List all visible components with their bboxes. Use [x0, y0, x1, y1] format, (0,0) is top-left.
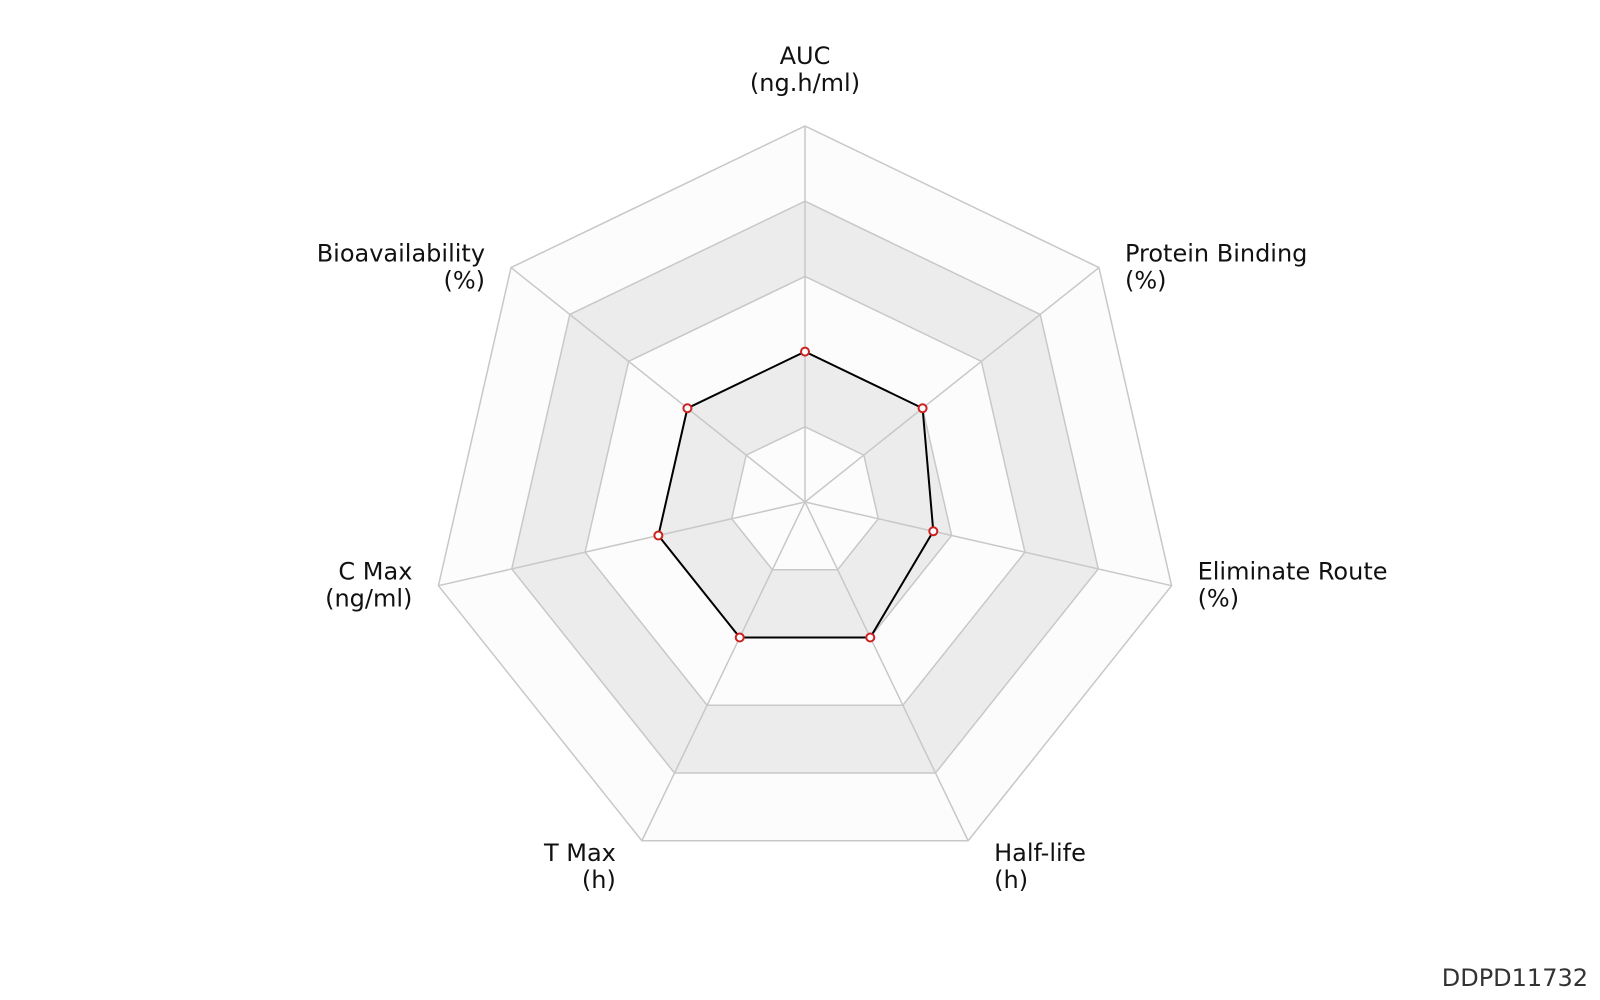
axis-unit-6: (%)	[443, 267, 485, 295]
spoke-1	[804, 266, 1100, 503]
axis-label-3: Half-life (h)	[994, 839, 1086, 894]
spoke-2	[804, 501, 1172, 587]
axis-unit-5: (ng/ml)	[325, 585, 412, 613]
spoke-6	[510, 266, 806, 503]
axis-unit-2: (%)	[1198, 585, 1240, 613]
axis-unit-3: (h)	[994, 866, 1028, 894]
data-point-6	[682, 403, 693, 414]
axis-label-0: AUC (ng.h/ml)	[750, 42, 860, 97]
chart-id-label: DDPD11732	[1441, 964, 1588, 992]
data-point-1	[917, 403, 928, 414]
axis-name-5: C Max	[338, 558, 412, 586]
axis-label-1: Protein Binding (%)	[1125, 240, 1307, 295]
axis-name-0: AUC	[780, 42, 831, 70]
axis-label-6: Bioavailability (%)	[317, 240, 485, 295]
data-point-2	[928, 526, 939, 537]
series-line-0	[657, 350, 935, 639]
spoke-4	[641, 501, 806, 842]
spoke-5	[438, 501, 806, 587]
axis-unit-1: (%)	[1125, 267, 1167, 295]
data-point-3	[865, 632, 876, 643]
axis-name-6: Bioavailability	[317, 240, 485, 268]
axis-labels: AUC (ng.h/ml)Protein Binding (%)Eliminate …	[317, 42, 1388, 894]
axis-name-1: Protein Binding	[1125, 240, 1307, 268]
radar-series	[653, 346, 939, 643]
axis-name-4: T Max	[543, 839, 616, 867]
data-point-5	[653, 530, 664, 541]
axis-label-2: Eliminate Route (%)	[1198, 558, 1388, 613]
spoke-3	[804, 501, 969, 842]
axis-name-2: Eliminate Route	[1198, 558, 1388, 586]
radar-spokes	[438, 126, 1172, 842]
axis-unit-0: (ng.h/ml)	[750, 69, 860, 97]
axis-name-3: Half-life	[994, 839, 1086, 867]
data-point-0	[800, 346, 810, 357]
axis-label-5: C Max (ng/ml)	[325, 558, 412, 613]
axis-unit-4: (h)	[582, 866, 616, 894]
data-point-4	[734, 632, 745, 643]
axis-label-4: T Max (h)	[543, 839, 616, 894]
